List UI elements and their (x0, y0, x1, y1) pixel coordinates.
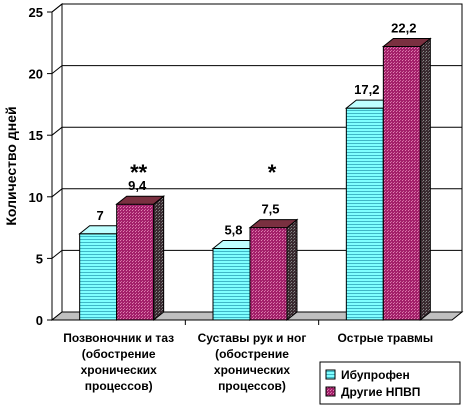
data-label-1-2: 22,2 (391, 20, 416, 35)
bar-side-1-1 (286, 218, 298, 322)
bar-top-1-0 (115, 195, 166, 205)
category-label: Позвоночник и таз (63, 331, 174, 345)
legend-box (319, 361, 461, 405)
bar-top-1-1 (248, 219, 299, 229)
category-label: хронических (81, 363, 157, 377)
bar-1-1 (249, 227, 288, 321)
significance-annotation: ** (130, 160, 148, 185)
category-label: хронических (214, 363, 290, 377)
y-tick-label: 15 (29, 128, 43, 143)
bar-1-0 (116, 203, 155, 321)
data-label-0-2: 17,2 (354, 82, 379, 97)
category-label: (обострение (215, 347, 289, 361)
category-label: Суставы рук и ног (198, 331, 307, 345)
category-label: (обострение (82, 347, 156, 361)
legend-swatch-0 (325, 369, 336, 380)
data-label-1-0: 9,4 (128, 178, 147, 193)
gridline-depth (51, 188, 63, 198)
left-wall (51, 2, 63, 322)
bar-top-1-2 (381, 37, 432, 47)
bar-1-2 (382, 45, 421, 321)
gridline-depth (51, 3, 63, 13)
y-tick-label: 0 (36, 313, 43, 328)
gridline-depth (51, 65, 63, 74)
bar-side-1-2 (419, 37, 431, 322)
legend-swatch-1 (325, 386, 336, 397)
y-tick-label: 10 (29, 190, 43, 205)
bar-side-1-0 (153, 195, 165, 322)
data-label-1-1: 7,5 (261, 202, 279, 217)
bar-0-2 (345, 107, 384, 321)
y-tick-label: 25 (29, 5, 43, 20)
y-tick-label: 20 (29, 67, 43, 82)
significance-annotation: * (268, 160, 277, 185)
category-label: процессов) (85, 379, 153, 393)
gridline-depth (51, 250, 63, 259)
data-label-0-0: 7 (97, 208, 104, 223)
category-label: процессов) (218, 379, 286, 393)
legend-label-0: Ибупрофен (341, 368, 410, 382)
y-tick-label: 5 (36, 251, 43, 266)
bar-0-1 (212, 248, 251, 321)
data-label-0-1: 5,8 (224, 223, 242, 238)
bar-0-0 (79, 233, 118, 321)
gridline-depth (51, 126, 63, 136)
category-label: Острые травмы (337, 331, 433, 345)
y-axis-label: Количество дней (3, 106, 19, 225)
legend-label-1: Другие НПВП (341, 385, 420, 399)
